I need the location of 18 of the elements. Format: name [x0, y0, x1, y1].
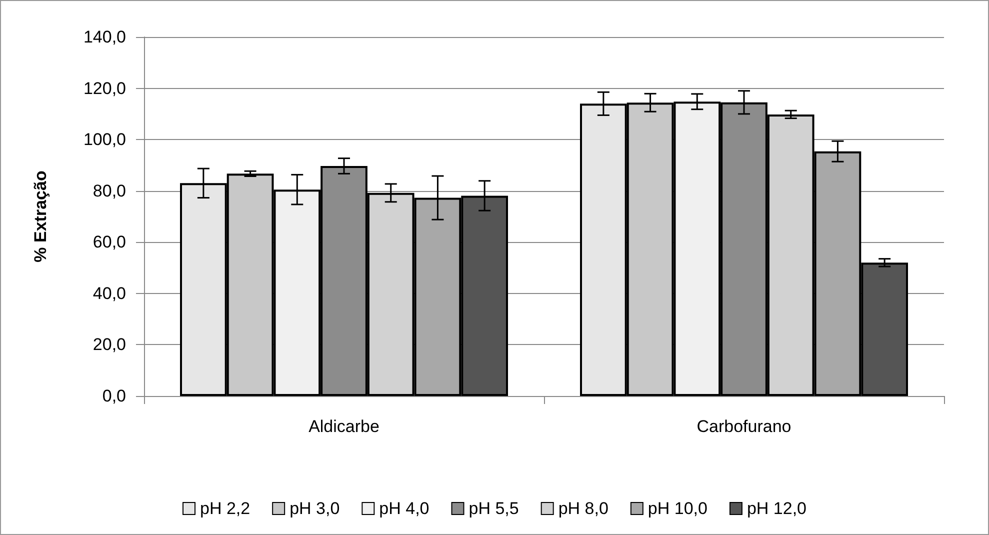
y-tick-label: 0,0: [102, 386, 126, 406]
y-tick-label: 140,0: [83, 28, 126, 46]
x-tick-label: Carbofurano: [696, 417, 792, 436]
legend-label: pH 2,2: [200, 499, 250, 518]
y-tick-label: 40,0: [92, 284, 126, 303]
y-axis-title: % Extração: [31, 170, 50, 262]
legend-label: pH 5,5: [468, 499, 519, 518]
y-tick-label: 20,0: [92, 335, 126, 354]
legend-label: pH 12,0: [746, 499, 807, 518]
legend-label: pH 10,0: [648, 499, 708, 518]
y-tick-label: 80,0: [92, 181, 126, 200]
y-tick-label: 100,0: [83, 130, 126, 150]
x-tick-label: Aldicarbe: [308, 417, 380, 436]
legend-label: pH 8,0: [558, 499, 608, 518]
y-tick-label: 120,0: [83, 78, 126, 98]
legend-label: pH 3,0: [290, 499, 340, 518]
y-tick-label: 60,0: [92, 232, 126, 252]
legend-label: pH 4,0: [379, 499, 430, 518]
